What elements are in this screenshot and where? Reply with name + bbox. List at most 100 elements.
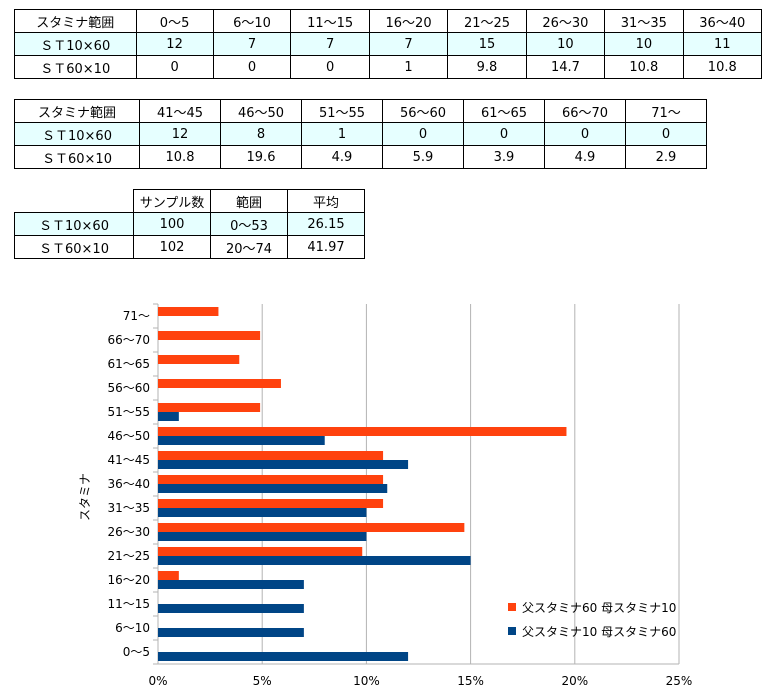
- bar-st10x60: [158, 508, 367, 517]
- header-row: サンプル数 範囲 平均: [14, 189, 365, 213]
- table-cell: ＳＴ10×60: [14, 32, 137, 56]
- bar-st10x60: [158, 652, 409, 661]
- bar-st60x10: [158, 379, 281, 388]
- y-tick-label: 11～15: [107, 597, 150, 611]
- bar-st10x60: [158, 412, 179, 421]
- y-tick-label: 0～5: [123, 645, 150, 659]
- table-row: ＳＴ60×10 102 20〜74 41.97: [14, 235, 365, 259]
- bar-st10x60: [158, 436, 325, 445]
- bar-st60x10: [158, 355, 240, 364]
- table-cell: 0: [290, 55, 370, 79]
- y-tick-label: 16～20: [107, 573, 150, 587]
- table-cell: 4.9: [544, 145, 626, 169]
- table-cell: ＳＴ60×10: [14, 235, 134, 259]
- legend: 父スタミナ60 母スタミナ10 父スタミナ10 母スタミナ60: [508, 601, 676, 639]
- table-row: ＳＴ10×60 12 8 1 0 0 0 0: [14, 122, 707, 146]
- table-cell: 10.8: [139, 145, 221, 169]
- x-tick-label: 10%: [353, 674, 380, 688]
- table-cell: 0〜53: [210, 212, 288, 236]
- x-tick-label: 25%: [666, 674, 693, 688]
- y-axis-label: スタミナ: [78, 473, 92, 521]
- header-row: スタミナ範囲 41〜45 46〜50 51〜55 56〜60 61〜65 66〜70 71〜: [14, 99, 707, 123]
- stamina-table-2: スタミナ範囲 41〜45 46〜50 51〜55 56〜60 61〜65 66〜70 71〜 Ｓ…: [14, 99, 707, 169]
- table-cell: 20〜74: [210, 235, 288, 259]
- table-row: ＳＴ60×10 0 0 0 1 9.8 14.7 10.8 10.8: [14, 55, 762, 79]
- y-tick-label: 46～50: [107, 429, 150, 443]
- x-tick-label: 5%: [253, 674, 272, 688]
- bar-st10x60: [158, 460, 409, 469]
- bar-st60x10: [158, 499, 384, 508]
- bar-st10x60: [158, 556, 471, 565]
- bar-st60x10: [158, 403, 261, 412]
- header-cell: 平均: [287, 189, 365, 213]
- y-tick-label: 21～25: [107, 549, 150, 563]
- table-row: ＳＴ10×60 12 7 7 7 15 10 10 11: [14, 32, 762, 56]
- table-cell: 10.8: [604, 55, 684, 79]
- table-cell: 0: [463, 122, 545, 146]
- table-cell: 26.15: [287, 212, 365, 236]
- table-cell: 19.6: [220, 145, 302, 169]
- table-cell: ＳＴ10×60: [14, 122, 140, 146]
- bar-st60x10: [158, 571, 179, 580]
- y-tick-label: 51～55: [107, 405, 150, 419]
- table-cell: 9.8: [447, 55, 527, 79]
- header-cell: 31〜35: [604, 9, 684, 33]
- table-cell: 15: [447, 32, 527, 56]
- legend-swatch: [508, 627, 516, 635]
- header-cell: 26〜30: [525, 9, 606, 33]
- y-tick-label: 61～65: [107, 357, 150, 371]
- bar-st10x60: [158, 604, 304, 613]
- header-cell: 36〜40: [682, 9, 762, 33]
- table-cell: ＳＴ10×60: [14, 212, 134, 236]
- bar-st10x60: [158, 532, 367, 541]
- table-cell: 1: [368, 55, 449, 79]
- x-tick-label: 0%: [148, 674, 167, 688]
- summary-table: サンプル数 範囲 平均 ＳＴ10×60 100 0〜53 26.15 ＳＴ60×10 102 20…: [14, 189, 365, 259]
- table-cell: 10.8: [682, 55, 762, 79]
- bar-st60x10: [158, 547, 363, 556]
- y-tick-label: 31～35: [107, 501, 150, 515]
- header-row: スタミナ範囲 0〜5 6〜10 11〜15 16〜20 21〜25 26〜30 31〜35 36…: [14, 9, 762, 33]
- y-tick-label: 41～45: [107, 453, 150, 467]
- x-tick-label: 15%: [457, 674, 484, 688]
- header-cell: スタミナ範囲: [14, 9, 137, 33]
- legend-swatch: [508, 603, 516, 611]
- header-cell: 11〜15: [290, 9, 370, 33]
- table-cell: 10: [604, 32, 684, 56]
- table-cell: 8: [220, 122, 302, 146]
- bar-st60x10: [158, 331, 261, 340]
- table-row: ＳＴ10×60 100 0〜53 26.15: [14, 212, 365, 236]
- stamina-table-1: スタミナ範囲 0〜5 6〜10 11〜15 16〜20 21〜25 26〜30 31〜35 36…: [14, 9, 762, 79]
- table-cell: 1: [301, 122, 383, 146]
- table-cell: 102: [133, 235, 211, 259]
- table-cell: 2.9: [625, 145, 707, 169]
- table-cell: 41.97: [287, 235, 365, 259]
- header-cell: 46〜50: [220, 99, 302, 123]
- header-cell: 71〜: [625, 99, 707, 123]
- y-tick-label: 6～10: [115, 621, 150, 635]
- bar-st10x60: [158, 628, 304, 637]
- header-cell: 範囲: [210, 189, 288, 213]
- table-cell: 14.7: [525, 55, 606, 79]
- table-cell: 5.9: [382, 145, 464, 169]
- y-tick-label: 36～40: [107, 477, 150, 491]
- bar-st60x10: [158, 523, 465, 532]
- legend-label: 父スタミナ60 母スタミナ10: [522, 601, 676, 615]
- header-cell: 0〜5: [135, 9, 214, 33]
- bar-st10x60: [158, 580, 304, 589]
- y-tick-label: 56～60: [107, 381, 150, 395]
- y-tick-label: 66～70: [107, 333, 150, 347]
- table-row: ＳＴ60×10 10.8 19.6 4.9 5.9 3.9 4.9 2.9: [14, 145, 707, 169]
- table-cell: 0: [544, 122, 626, 146]
- table-cell: 11: [682, 32, 762, 56]
- header-cell: 61〜65: [463, 99, 545, 123]
- table-cell: ＳＴ60×10: [14, 145, 140, 169]
- table-cell: 10: [525, 32, 606, 56]
- table-cell: 0: [135, 55, 214, 79]
- table-cell: 7: [290, 32, 370, 56]
- bar-st60x10: [158, 427, 567, 436]
- bar-st60x10: [158, 475, 384, 484]
- legend-label: 父スタミナ10 母スタミナ60: [522, 625, 676, 639]
- x-tick-label: 20%: [561, 674, 588, 688]
- bar-st60x10: [158, 451, 384, 460]
